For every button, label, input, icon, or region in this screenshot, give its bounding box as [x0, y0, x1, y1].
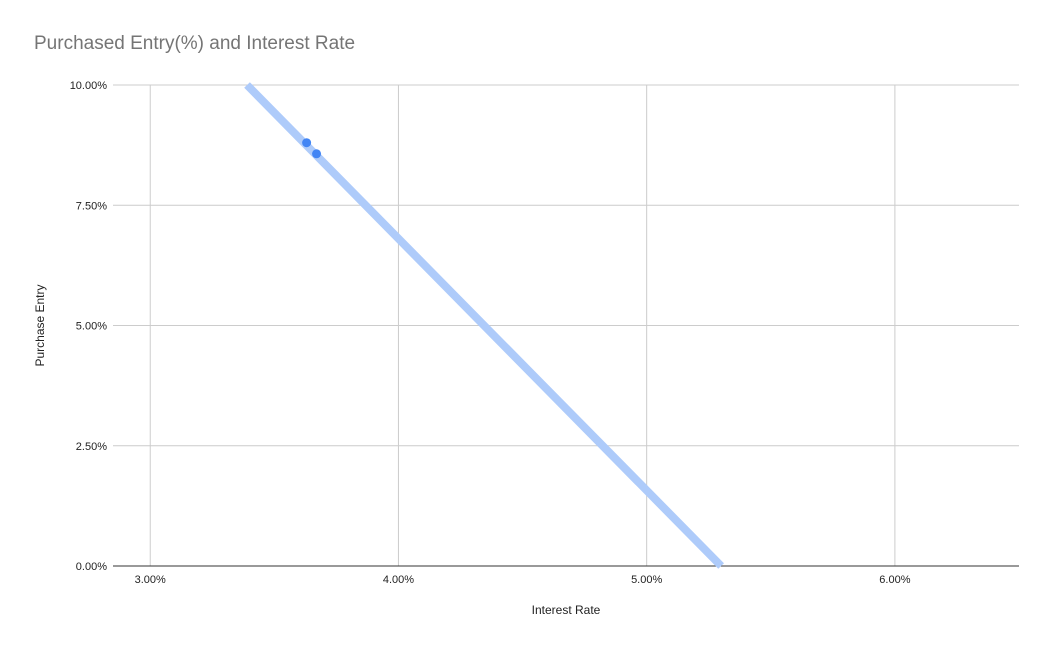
x-axis-title: Interest Rate	[532, 603, 601, 617]
x-tick-label: 6.00%	[879, 574, 910, 586]
tick-labels: 0.00% 2.50% 5.00% 7.50% 10.00% 3.00% 4.00% 5.00…	[70, 80, 911, 586]
trendline	[244, 82, 724, 569]
y-axis-title: Purchase Entry	[33, 284, 47, 366]
y-tick-label: 7.50%	[76, 200, 107, 212]
data-points	[302, 138, 322, 159]
y-tick-label: 0.00%	[76, 561, 107, 573]
trendline-layer	[244, 82, 724, 569]
y-tick-label: 2.50%	[76, 441, 107, 453]
x-tick-label: 3.00%	[135, 574, 166, 586]
data-point	[312, 149, 322, 159]
y-tick-label: 5.00%	[76, 321, 107, 333]
x-tick-label: 4.00%	[383, 574, 414, 586]
y-tick-label: 10.00%	[70, 80, 108, 92]
grid-lines	[113, 84, 1019, 566]
chart-title: Purchased Entry(%) and Interest Rate	[34, 33, 356, 54]
x-tick-label: 5.00%	[631, 574, 662, 586]
data-point	[302, 138, 312, 148]
